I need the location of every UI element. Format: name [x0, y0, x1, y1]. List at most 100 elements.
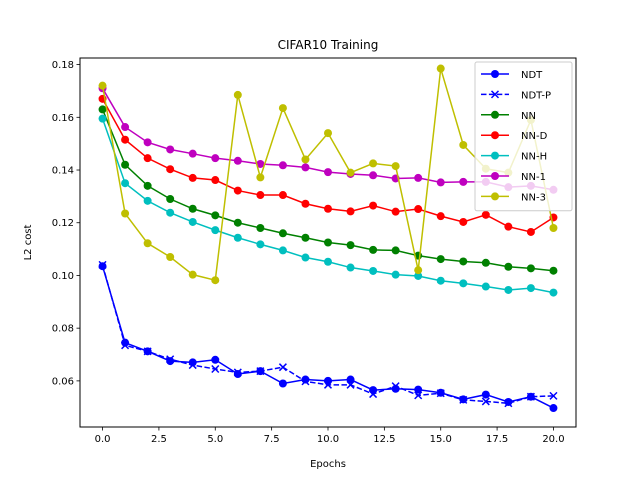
data-point: [526, 227, 535, 236]
legend-item: NDT-P: [481, 90, 551, 101]
data-point: [121, 123, 130, 132]
data-point: [346, 241, 355, 250]
legend-label: NDT: [521, 70, 543, 81]
data-point: [504, 222, 513, 231]
legend-label: NN-3: [521, 192, 546, 203]
data-point: [481, 397, 490, 406]
legend-item: NN-D: [481, 131, 548, 142]
legend-marker: [491, 172, 499, 180]
data-point: [391, 246, 400, 255]
data-point: [391, 270, 400, 279]
x-tick-label: 15.0: [430, 434, 452, 445]
legend-label: NN: [521, 111, 536, 122]
x-tick-label: 7.5: [264, 434, 280, 445]
data-point: [301, 163, 310, 172]
data-point: [369, 266, 378, 275]
data-point: [369, 390, 378, 399]
x-tick-label: 12.5: [373, 434, 395, 445]
data-point: [323, 380, 333, 389]
legend-label: NN-1: [521, 172, 546, 183]
legend-label: NDT-P: [521, 90, 551, 101]
data-point: [391, 382, 400, 391]
legend-label: NN-H: [521, 152, 547, 163]
data-point: [143, 154, 152, 163]
data-point: [278, 363, 287, 372]
y-tick-label: 0.06: [52, 376, 74, 387]
data-point: [211, 226, 220, 235]
data-point: [98, 81, 107, 90]
data-point: [121, 209, 130, 218]
x-axis-label: Epochs: [310, 459, 346, 470]
y-tick-label: 0.12: [52, 218, 74, 229]
data-point: [414, 271, 423, 280]
data-point: [233, 370, 242, 379]
x-tick-label: 10.0: [317, 434, 339, 445]
data-point: [301, 155, 310, 164]
chart-title: CIFAR10 Training: [278, 38, 379, 52]
data-point: [369, 201, 378, 210]
data-point: [121, 341, 130, 350]
data-point: [414, 385, 423, 394]
data-point: [549, 224, 558, 233]
data-point: [324, 257, 332, 266]
data-point: [188, 149, 197, 158]
y-tick-label: 0.08: [52, 324, 74, 335]
data-point: [256, 159, 265, 168]
legend-item: NN-H: [481, 151, 547, 163]
data-point: [346, 375, 355, 384]
data-point: [481, 210, 490, 219]
data-point: [459, 279, 468, 288]
data-point: [301, 199, 310, 208]
y-axis: 0.06 0.08 0.10 0.12 0.14 0.16 0.18: [52, 60, 80, 387]
data-point: [143, 239, 152, 248]
data-point: [256, 240, 265, 249]
data-point: [98, 260, 107, 269]
data-point: [278, 246, 287, 255]
data-point: [391, 162, 400, 171]
legend-item: NN-3: [481, 192, 546, 203]
series-nn: [98, 105, 558, 275]
data-point: [166, 195, 175, 204]
data-point: [346, 263, 355, 272]
data-point: [121, 179, 130, 188]
y-tick-label: 0.14: [52, 166, 74, 177]
data-point: [369, 245, 378, 254]
data-point: [346, 380, 355, 389]
data-point: [481, 258, 490, 267]
data-point: [436, 389, 445, 398]
data-point: [256, 173, 265, 182]
data-point: [436, 255, 445, 264]
data-point: [436, 64, 445, 73]
legend-item: NDT: [481, 70, 543, 81]
data-point: [121, 135, 130, 144]
data-point: [324, 376, 332, 385]
data-point: [121, 160, 130, 169]
x-tick-label: 0.0: [95, 434, 111, 445]
data-point: [414, 173, 423, 182]
series-nn-d: [98, 94, 558, 236]
data-point: [414, 205, 423, 214]
legend-label: NN-D: [521, 131, 548, 142]
data-point: [211, 276, 220, 285]
data-point: [143, 181, 152, 190]
legend-marker: [491, 192, 499, 201]
data-point: [549, 266, 558, 275]
data-point: [211, 154, 220, 163]
data-point: [459, 217, 468, 226]
legend-marker: [491, 131, 499, 140]
data-point: [526, 392, 535, 401]
data-point: [369, 171, 378, 180]
data-point: [166, 355, 175, 364]
data-point: [504, 399, 513, 408]
x-axis: 0.0 2.5 5.0 7.5 10.0 12.5 15.0 17.5 20.0: [95, 427, 565, 445]
data-point: [256, 224, 265, 233]
data-point: [166, 252, 175, 261]
data-point: [233, 90, 242, 99]
data-point: [346, 207, 355, 216]
x-tick-label: 20.0: [542, 434, 564, 445]
data-point: [188, 204, 197, 213]
data-point: [436, 212, 445, 221]
data-point: [166, 208, 175, 217]
data-point: [233, 233, 242, 242]
series-ndt-p: [98, 260, 558, 408]
